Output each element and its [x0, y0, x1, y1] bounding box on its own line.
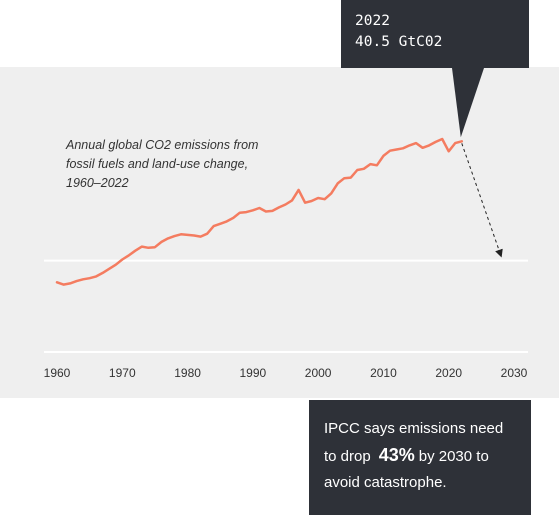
- callout-highlight: 43%: [378, 445, 415, 465]
- tooltip-year: 2022: [355, 13, 390, 29]
- series-line: [55, 137, 464, 286]
- chart-title: Annual global CO2 emissions from fossil …: [66, 138, 259, 190]
- tooltip-value: 40.5 GtC02: [355, 34, 443, 50]
- tooltip-pointer: [452, 68, 484, 138]
- x-tick-label-2020: 2020: [435, 366, 462, 380]
- x-tick-label-2030: 2030: [501, 366, 528, 380]
- callout-text-after: by 2030 to avoid catastrophe.: [324, 448, 489, 491]
- tooltip-box: 2022 40.5 GtC02: [341, 0, 529, 68]
- x-tick-label-2010: 2010: [370, 366, 397, 380]
- callout-box: IPCC says emissions need to drop 43% by 20…: [309, 400, 531, 515]
- x-tick-label-1970: 1970: [109, 366, 136, 380]
- callout-text-before: IPCC says emissions need to drop: [324, 420, 504, 465]
- x-tick-label-1960: 1960: [44, 366, 71, 380]
- x-tick-label-1990: 1990: [240, 366, 267, 380]
- x-tick-label-2000: 2000: [305, 366, 332, 380]
- x-tick-label-1980: 1980: [174, 366, 201, 380]
- projection-arrow: [461, 143, 503, 258]
